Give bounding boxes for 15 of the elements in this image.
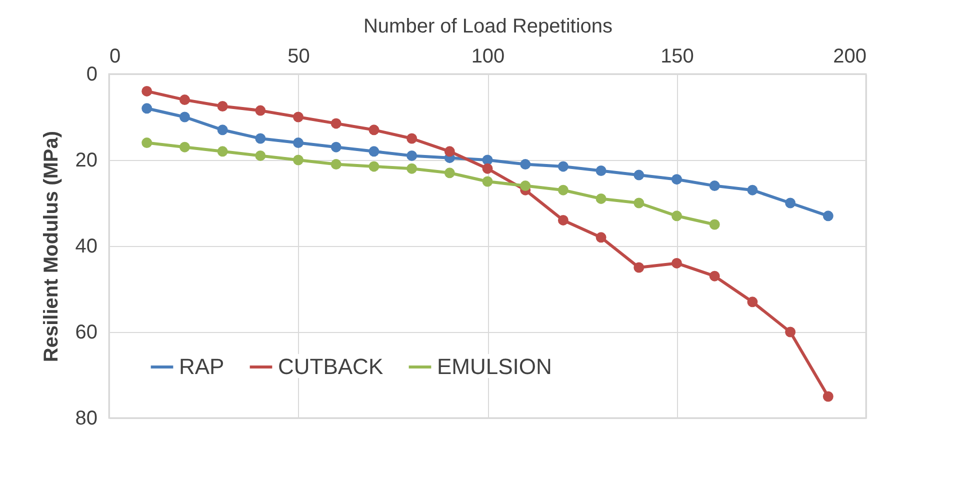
legend-label: EMULSION [437, 354, 552, 379]
y-tick-label: 40 [75, 236, 98, 258]
x-axis-title: Number of Load Repetitions [363, 16, 613, 38]
legend-label: CUTBACK [278, 354, 384, 379]
x-tick-label: 100 [471, 46, 505, 68]
x-tick-label: 150 [660, 46, 694, 68]
x-tick-label: 200 [833, 46, 866, 68]
x-tick-label: 0 [110, 46, 121, 68]
y-tick-label: 80 [75, 408, 98, 430]
y-tick-label: 60 [75, 322, 98, 344]
y-tick-label: 0 [86, 64, 98, 86]
y-tick-label: 20 [75, 150, 98, 172]
y-axis-title: Resilient Modulus (MPa) [40, 130, 62, 362]
x-tick-label: 50 [288, 46, 310, 68]
legend-label: RAP [179, 354, 224, 379]
